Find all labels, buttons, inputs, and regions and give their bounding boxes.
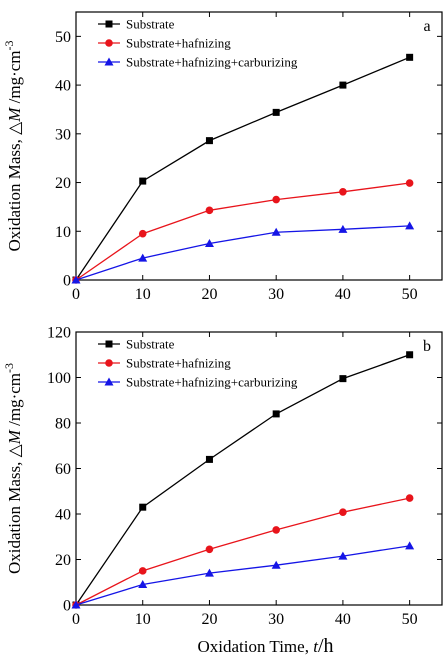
y-tick-label: 60 [55,461,71,478]
data-point-s0-2 [205,455,213,463]
y-tick-label: 20 [55,175,71,192]
data-point-s1-2 [205,206,214,215]
data-point-s0-5 [406,53,414,61]
data-point-s2-1 [138,253,148,262]
panel-label: a [423,18,430,35]
data-point-s2-4 [338,224,348,233]
series-line-2 [75,225,410,281]
x-axis-label-var: t [313,637,319,656]
y-axis-label: Oxidation Mass, △M /mg·cm-3 [2,40,24,251]
x-tick-label: 20 [201,286,217,303]
plot-frame [75,331,443,606]
data-point-s2-4 [338,551,348,560]
data-point-s1-1 [138,567,147,575]
x-tick-label: 20 [201,611,217,628]
series-line-1 [75,182,410,281]
x-tick-label: 30 [268,611,284,628]
y-tick-label: 0 [63,273,71,290]
data-point-s0-5 [406,351,414,359]
y-axis-label-exponent: -3 [2,40,16,50]
legend-label: Substrate+hafnizing+carburizing [126,375,298,390]
y-axis-label-part: M [5,107,24,123]
legend-label: Substrate+hafnizing [126,36,231,51]
plot-frame [75,11,443,281]
y-axis-label-part: Oxidation Mass, [5,462,24,574]
legend-marker-2 [104,377,114,386]
data-point-s0-3 [272,410,280,418]
y-tick-label: 80 [55,416,71,433]
y-tick-label: 100 [47,370,71,387]
data-point-s2-3 [271,560,281,569]
y-axis-label: Oxidation Mass, △M /mg·cm-3 [2,363,24,574]
x-tick-label: 50 [402,286,418,303]
data-point-s1-3 [272,195,280,204]
y-axis-label-part: /mg·cm [5,373,24,430]
y-axis-label-part: M [5,429,24,445]
y-axis-label-part: /mg·cm [5,50,24,107]
data-point-s2-2 [204,238,214,247]
panel-label: b [423,338,431,355]
data-point-s1-1 [138,229,147,238]
data-point-s0-2 [205,137,213,145]
data-point-s2-2 [204,568,214,577]
legend-marker-1 [105,359,113,367]
legend-marker-0 [105,340,113,348]
legend-label: Substrate+hafnizing [126,356,231,371]
x-tick-label: 40 [335,611,351,628]
y-axis-label-part: Oxidation Mass, [5,139,24,251]
y-tick-label: 120 [47,325,71,342]
x-axis-label-unit: /h [318,635,334,657]
data-point-s2-1 [138,580,148,589]
data-point-s0-1 [139,503,147,511]
legend-label: Substrate [126,17,175,32]
x-axis-label: Oxidation Time, t/h [197,635,333,657]
data-point-s1-3 [272,526,280,534]
y-tick-label: 0 [63,598,71,615]
x-tick-label: 10 [135,611,151,628]
x-axis-label-part: Oxidation Time, [197,637,313,656]
y-axis-label-part: △ [5,121,24,139]
data-point-s2-0 [71,275,81,284]
y-tick-label: 40 [55,78,71,95]
data-point-s2-5 [405,221,415,230]
series-line-0 [75,354,410,606]
y-tick-label: 50 [55,29,71,46]
series-line-1 [75,497,410,606]
data-point-s1-4 [339,188,347,196]
data-point-s1-4 [339,508,347,516]
y-axis-label-part: △ [5,443,24,461]
series-line-0 [75,56,410,281]
data-point-s0-4 [339,375,347,383]
data-point-s0-3 [272,108,280,116]
series-line-2 [75,545,410,606]
legend-marker-1 [105,39,113,47]
legend-marker-2 [104,57,114,66]
chart-1: 0 10 20 30 40 50 0 20 40 60 80 100 120 Oxidation Mass… [2,325,443,657]
y-tick-label: 10 [55,224,71,241]
legend-label: Substrate+hafnizing+carburizing [126,55,298,70]
data-point-s0-4 [339,81,347,89]
data-point-s2-3 [271,227,281,236]
legend-marker-0 [105,20,113,28]
x-tick-label: 10 [135,286,151,303]
x-tick-label: 30 [268,286,284,303]
data-point-s2-5 [405,541,415,550]
x-tick-label: 0 [72,286,80,303]
legend-label: Substrate [126,337,175,352]
x-tick-label: 40 [335,286,351,303]
data-point-s0-1 [139,177,147,185]
x-tick-label: 0 [72,611,80,628]
y-axis-label-exponent: -3 [2,363,16,373]
y-tick-label: 20 [55,552,71,569]
y-tick-label: 40 [55,507,71,524]
data-point-s2-0 [71,600,81,609]
data-point-s1-2 [205,545,214,554]
chart-0: 0 10 20 30 40 50 0 10 20 30 40 50 Oxidation Mass, △M… [2,11,443,303]
data-point-s1-5 [405,494,414,502]
data-point-s1-5 [405,179,414,187]
y-tick-label: 30 [55,126,71,143]
x-tick-label: 50 [402,611,418,628]
